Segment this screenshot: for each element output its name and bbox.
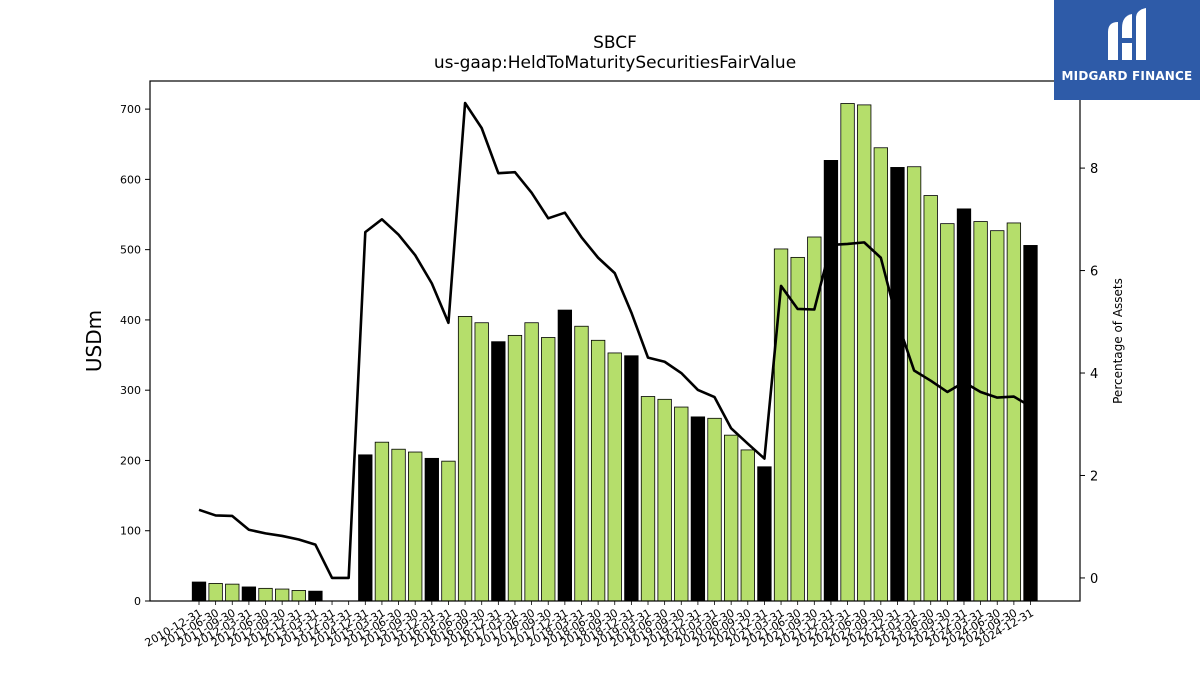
y2-tick-label-2: 2	[1090, 469, 1098, 484]
bar-45	[940, 223, 955, 602]
bar-3	[241, 586, 257, 602]
line-group	[198, 101, 1032, 580]
bar-26	[624, 355, 639, 602]
y-tick-label-0: 0	[134, 595, 141, 608]
bars-group	[191, 103, 1038, 602]
bar-34	[757, 466, 772, 602]
y-tick-label-200: 200	[120, 454, 141, 467]
bar-0	[191, 581, 207, 602]
y2-axis-label: Percentage of Assets	[1111, 278, 1125, 404]
right-y-axis: 0 2 4 6 8	[1080, 162, 1098, 587]
y2-tick-label-0: 0	[1090, 572, 1098, 587]
bar-17	[474, 322, 489, 602]
bar-42	[890, 167, 905, 602]
x-axis: 2010-12-312011-06-302011-09-302012-03-31…	[143, 601, 1036, 650]
bar-49	[1006, 222, 1022, 602]
bar-39	[840, 103, 855, 602]
bar-44	[923, 195, 938, 602]
bar-6	[291, 590, 306, 602]
bar-23	[574, 325, 589, 602]
bar-22	[557, 309, 573, 602]
bar-11	[374, 441, 390, 602]
y2-tick-label-4: 4	[1090, 367, 1098, 382]
y-tick-label-500: 500	[120, 244, 141, 257]
chart-title: SBCF	[593, 33, 637, 53]
y2-tick-label-6: 6	[1090, 265, 1098, 280]
logo-mark-icon	[1108, 8, 1146, 60]
bar-38	[823, 160, 839, 602]
bar-10	[358, 454, 373, 602]
y2-tick-label-8: 8	[1090, 162, 1098, 177]
bar-25	[607, 352, 622, 602]
bar-16	[457, 316, 473, 602]
bar-24	[590, 339, 606, 602]
bar-43	[906, 166, 922, 602]
y-tick-label-400: 400	[120, 314, 141, 327]
chart-subtitle: us-gaap:HeldToMaturitySecuritiesFairValu…	[434, 53, 796, 73]
bar-27	[640, 396, 656, 602]
bar-28	[657, 398, 672, 602]
bar-35	[773, 248, 789, 602]
bar-50	[1023, 245, 1038, 602]
left-y-axis: 0 100 200 300 400 500 600 700	[120, 103, 150, 608]
bar-1	[208, 583, 223, 602]
bar-4	[258, 587, 273, 602]
bar-47	[973, 221, 988, 602]
bar-14	[424, 457, 439, 602]
bar-7	[308, 590, 323, 602]
y-axis-label: USDm	[82, 310, 106, 372]
bar-21	[541, 337, 556, 602]
bar-13	[408, 451, 423, 602]
bar-18	[491, 341, 506, 602]
bar-48	[990, 230, 1005, 602]
midgard-finance-logo: MIDGARD FINANCE	[1054, 0, 1200, 100]
y-tick-label-100: 100	[120, 525, 141, 538]
bar-41	[873, 147, 888, 602]
bar-20	[524, 322, 539, 602]
bar-19	[507, 334, 523, 602]
y-tick-label-600: 600	[120, 173, 141, 186]
bar-2	[225, 583, 240, 602]
bar-32	[724, 434, 739, 602]
bar-5	[274, 588, 290, 602]
bar-12	[391, 448, 406, 602]
bar-46	[956, 208, 972, 602]
logo-text: MIDGARD FINANCE	[1061, 69, 1193, 83]
percentage-of-assets-line	[198, 101, 1032, 580]
bar-29	[674, 406, 689, 602]
bar-40	[857, 104, 872, 602]
bar-30	[690, 416, 706, 602]
bar-15	[441, 460, 456, 602]
bar-33	[740, 449, 755, 602]
bar-31	[707, 417, 722, 602]
y-tick-label-700: 700	[120, 103, 141, 116]
y-tick-label-300: 300	[120, 384, 141, 397]
